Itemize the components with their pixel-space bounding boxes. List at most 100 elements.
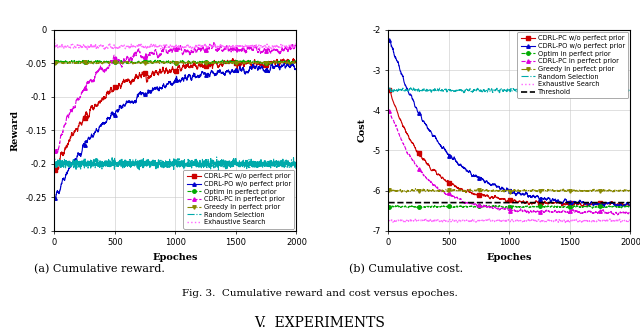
Threshold — [627, 201, 634, 205]
Legend: CDRL-PC w/o perfect prior, CDRL-PO w/o perfect prior, Optim in perfect prior, CD: CDRL-PC w/o perfect prior, CDRL-PO w/o p… — [517, 32, 628, 98]
Random Selection — [168, 161, 176, 165]
Optim in perfect prior — [285, 58, 293, 62]
Threshold — [620, 201, 627, 205]
CDRL-PC in perfect prior — [168, 49, 176, 53]
CDRL-PC in perfect prior — [575, 211, 583, 215]
Exhaustive Search — [385, 218, 392, 222]
CDRL-PC in perfect prior — [162, 47, 170, 51]
Exhaustive Search — [190, 47, 198, 51]
CDRL-PO w/o perfect prior — [162, 85, 170, 89]
Optim in perfect prior — [168, 60, 176, 64]
CDRL-PC in perfect prior — [614, 213, 621, 217]
CDRL-PO w/o perfect prior — [496, 186, 504, 190]
CDRL-PO w/o perfect prior — [621, 205, 629, 208]
Greedy in perfect prior — [620, 189, 627, 193]
Line: Random Selection: Random Selection — [388, 88, 630, 93]
Exhaustive Search — [575, 218, 583, 222]
Threshold — [397, 201, 404, 205]
Line: CDRL-PC w/o perfect prior: CDRL-PC w/o perfect prior — [52, 57, 298, 172]
Greedy in perfect prior — [620, 189, 627, 193]
CDRL-PO w/o perfect prior — [285, 64, 293, 68]
Exhaustive Search — [285, 45, 293, 49]
Optim in perfect prior — [473, 203, 481, 207]
CDRL-PC in perfect prior — [620, 210, 627, 214]
Greedy in perfect prior — [162, 61, 170, 65]
Optim in perfect prior — [627, 204, 634, 208]
Exhaustive Search — [51, 37, 58, 41]
Random Selection — [241, 164, 249, 168]
Exhaustive Search — [496, 219, 504, 223]
CDRL-PC w/o perfect prior — [620, 203, 627, 207]
Optim in perfect prior — [241, 61, 249, 65]
X-axis label: Epoches: Epoches — [153, 253, 198, 262]
Random Selection — [214, 169, 222, 173]
Exhaustive Search — [168, 45, 176, 49]
CDRL-PC in perfect prior — [502, 207, 510, 210]
CDRL-PC w/o perfect prior — [51, 168, 58, 172]
Line: Greedy in perfect prior: Greedy in perfect prior — [52, 59, 298, 66]
Text: (a) Cumulative reward.: (a) Cumulative reward. — [34, 264, 164, 274]
Optim in perfect prior — [63, 60, 70, 64]
Greedy in perfect prior — [168, 61, 176, 65]
Exhaustive Search — [285, 44, 293, 48]
Line: CDRL-PC w/o perfect prior: CDRL-PC w/o perfect prior — [387, 88, 632, 208]
Optim in perfect prior — [51, 60, 58, 64]
CDRL-PC in perfect prior — [53, 151, 61, 155]
X-axis label: Epoches: Epoches — [486, 253, 532, 262]
Line: Optim in perfect prior: Optim in perfect prior — [387, 204, 632, 210]
Optim in perfect prior — [292, 59, 300, 63]
CDRL-PO w/o perfect prior — [292, 68, 300, 72]
Legend: CDRL-PC w/o perfect prior, CDRL-PO w/o perfect prior, Optim in perfect prior, CD: CDRL-PC w/o perfect prior, CDRL-PO w/o p… — [183, 170, 294, 229]
CDRL-PC w/o perfect prior — [285, 59, 293, 63]
Exhaustive Search — [620, 217, 627, 221]
Random Selection — [622, 86, 630, 90]
CDRL-PC in perfect prior — [285, 46, 293, 50]
Exhaustive Search — [620, 217, 627, 221]
Random Selection — [502, 89, 510, 93]
CDRL-PC w/o perfect prior — [63, 145, 70, 149]
Greedy in perfect prior — [462, 191, 470, 195]
Threshold — [620, 201, 627, 205]
CDRL-PO w/o perfect prior — [575, 199, 583, 203]
Threshold — [496, 201, 504, 205]
CDRL-PC in perfect prior — [627, 210, 634, 214]
Greedy in perfect prior — [272, 59, 280, 63]
Optim in perfect prior — [589, 206, 596, 210]
Line: CDRL-PC in perfect prior: CDRL-PC in perfect prior — [52, 41, 298, 155]
CDRL-PC in perfect prior — [496, 207, 504, 211]
Greedy in perfect prior — [285, 61, 293, 65]
Line: Optim in perfect prior: Optim in perfect prior — [52, 58, 298, 66]
Greedy in perfect prior — [83, 62, 90, 66]
CDRL-PC w/o perfect prior — [502, 199, 510, 203]
Exhaustive Search — [292, 38, 300, 42]
CDRL-PC w/o perfect prior — [397, 118, 404, 122]
Greedy in perfect prior — [627, 188, 634, 192]
Threshold — [575, 201, 583, 205]
Random Selection — [63, 161, 70, 165]
Random Selection — [575, 88, 583, 92]
Greedy in perfect prior — [397, 188, 404, 192]
CDRL-PC w/o perfect prior — [385, 88, 392, 92]
Random Selection — [385, 87, 392, 91]
CDRL-PC in perfect prior — [210, 41, 218, 44]
Greedy in perfect prior — [385, 188, 392, 192]
Greedy in perfect prior — [241, 61, 249, 65]
CDRL-PO w/o perfect prior — [63, 171, 70, 175]
Greedy in perfect prior — [496, 188, 504, 192]
CDRL-PC w/o perfect prior — [620, 203, 627, 207]
Y-axis label: Cost: Cost — [358, 118, 367, 142]
Optim in perfect prior — [502, 205, 510, 208]
Random Selection — [286, 162, 294, 166]
CDRL-PO w/o perfect prior — [385, 39, 392, 42]
Exhaustive Search — [502, 219, 510, 223]
CDRL-PC in perfect prior — [385, 109, 392, 113]
CDRL-PC w/o perfect prior — [627, 203, 634, 207]
CDRL-PO w/o perfect prior — [620, 204, 627, 208]
CDRL-PC w/o perfect prior — [241, 61, 249, 65]
CDRL-PC w/o perfect prior — [162, 67, 170, 71]
CDRL-PC in perfect prior — [286, 46, 294, 50]
Optim in perfect prior — [219, 58, 227, 62]
Exhaustive Search — [397, 218, 404, 222]
Line: Exhaustive Search: Exhaustive Search — [388, 219, 630, 222]
CDRL-PO w/o perfect prior — [168, 83, 176, 87]
